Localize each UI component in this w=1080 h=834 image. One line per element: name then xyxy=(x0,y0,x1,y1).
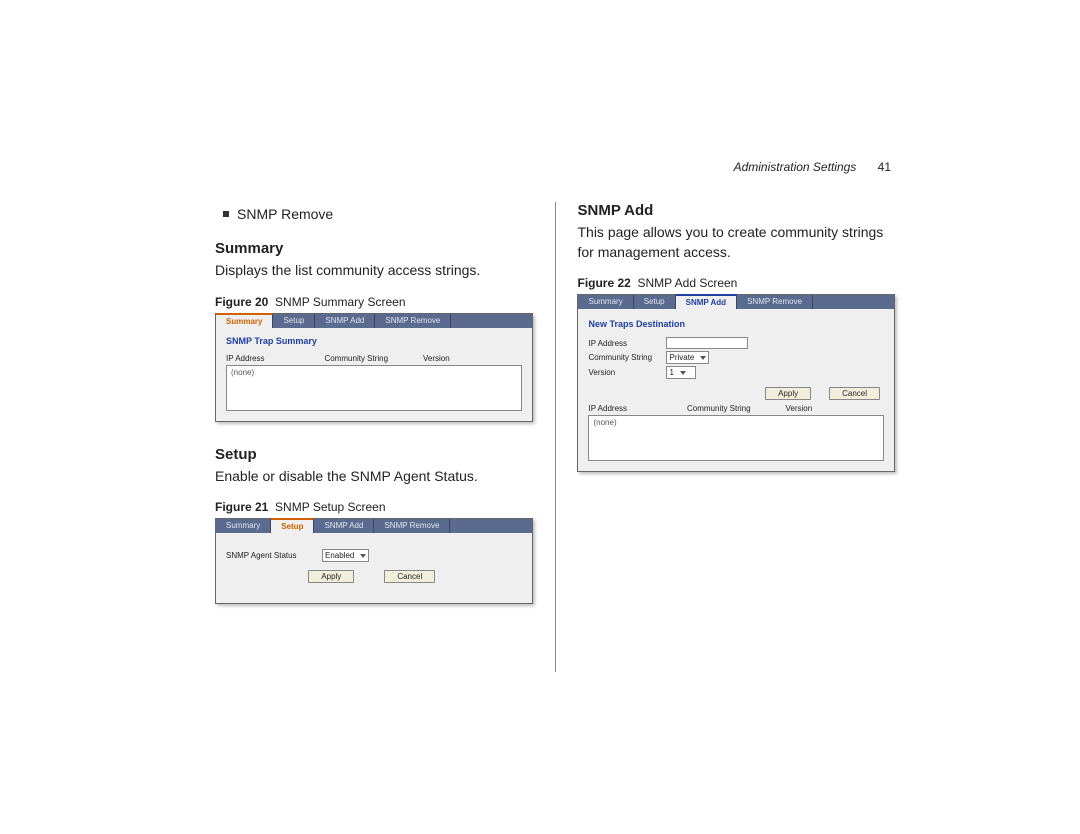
tab-setup[interactable]: Setup xyxy=(273,314,315,328)
cancel-button[interactable]: Cancel xyxy=(384,570,435,583)
tab-snmp-remove[interactable]: SNMP Remove xyxy=(737,295,813,309)
setup-text: Enable or disable the SNMP Agent Status. xyxy=(215,467,533,487)
agent-status-row: SNMP Agent Status Enabled xyxy=(226,549,522,562)
figure22-body: New Traps Destination IP Address Communi… xyxy=(578,309,894,471)
tab-snmp-add[interactable]: SNMP Add xyxy=(314,519,374,533)
community-string-row: Community String Private xyxy=(588,351,884,364)
document-page: Administration Settings 41 SNMP Remove S… xyxy=(215,160,895,672)
figure22-label: Figure 22 xyxy=(577,276,630,290)
figure21-label: Figure 21 xyxy=(215,500,268,514)
table-header: IP Address Community String Version xyxy=(226,354,522,363)
tab-snmp-add[interactable]: SNMP Add xyxy=(676,294,737,309)
right-column: SNMP Add This page allows you to create … xyxy=(563,202,895,672)
col-version: Version xyxy=(423,354,522,363)
tab-snmp-remove[interactable]: SNMP Remove xyxy=(375,314,451,328)
table-header: IP Address Community String Version xyxy=(588,404,884,413)
col-community: Community String xyxy=(687,404,786,413)
snmp-trap-summary-heading: SNMP Trap Summary xyxy=(226,336,522,346)
page-number: 41 xyxy=(878,160,891,174)
tab-bar: Summary Setup SNMP Add SNMP Remove xyxy=(216,519,532,533)
figure20-label: Figure 20 xyxy=(215,295,268,309)
col-version: Version xyxy=(785,404,884,413)
version-select[interactable]: 1 xyxy=(666,366,696,379)
button-row: Apply Cancel xyxy=(588,387,880,400)
community-string-value: Private xyxy=(669,353,694,362)
summary-listbox[interactable]: (none) xyxy=(226,365,522,411)
setup-heading: Setup xyxy=(215,446,533,463)
agent-status-label: SNMP Agent Status xyxy=(226,551,316,560)
apply-button[interactable]: Apply xyxy=(765,387,811,400)
new-traps-heading: New Traps Destination xyxy=(588,319,884,329)
header-title: Administration Settings xyxy=(734,160,857,174)
tab-summary[interactable]: Summary xyxy=(578,295,633,309)
summary-heading: Summary xyxy=(215,240,533,257)
two-column-layout: SNMP Remove Summary Displays the list co… xyxy=(215,202,895,672)
figure21-body: SNMP Agent Status Enabled Apply Cancel xyxy=(216,533,532,603)
tab-setup[interactable]: Setup xyxy=(271,518,314,533)
page-header: Administration Settings 41 xyxy=(215,160,895,174)
col-ip: IP Address xyxy=(588,404,687,413)
community-string-label: Community String xyxy=(588,353,660,362)
agent-status-value: Enabled xyxy=(325,551,354,560)
figure22-title: SNMP Add Screen xyxy=(638,276,738,290)
figure21-caption: Figure 21 SNMP Setup Screen xyxy=(215,500,533,514)
figure21-screenshot: Summary Setup SNMP Add SNMP Remove SNMP … xyxy=(215,518,533,604)
tab-snmp-add[interactable]: SNMP Add xyxy=(315,314,375,328)
figure22-caption: Figure 22 SNMP Add Screen xyxy=(577,276,895,290)
column-divider xyxy=(555,202,556,672)
ip-address-input[interactable] xyxy=(666,337,748,349)
bullet-text: SNMP Remove xyxy=(237,206,333,222)
tab-snmp-remove[interactable]: SNMP Remove xyxy=(374,519,450,533)
version-row: Version 1 xyxy=(588,366,884,379)
agent-status-select[interactable]: Enabled xyxy=(322,549,369,562)
button-row: Apply Cancel xyxy=(226,570,518,583)
left-column: SNMP Remove Summary Displays the list co… xyxy=(215,202,547,672)
col-ip: IP Address xyxy=(226,354,325,363)
figure20-title: SNMP Summary Screen xyxy=(275,295,405,309)
tab-summary[interactable]: Summary xyxy=(216,313,273,328)
apply-button[interactable]: Apply xyxy=(308,570,354,583)
figure20-caption: Figure 20 SNMP Summary Screen xyxy=(215,295,533,309)
chevron-down-icon xyxy=(360,554,366,558)
listbox-empty: (none) xyxy=(593,418,616,427)
figure20-screenshot: Summary Setup SNMP Add SNMP Remove SNMP … xyxy=(215,313,533,422)
snmp-add-text: This page allows you to create community… xyxy=(577,223,895,262)
bullet-icon xyxy=(223,211,229,217)
col-community: Community String xyxy=(325,354,424,363)
version-value: 1 xyxy=(669,368,673,377)
ip-address-row: IP Address xyxy=(588,337,884,349)
cancel-button[interactable]: Cancel xyxy=(829,387,880,400)
chevron-down-icon xyxy=(680,371,686,375)
summary-text: Displays the list community access strin… xyxy=(215,261,533,281)
add-listbox[interactable]: (none) xyxy=(588,415,884,461)
figure20-body: SNMP Trap Summary IP Address Community S… xyxy=(216,328,532,421)
bullet-item: SNMP Remove xyxy=(223,206,533,222)
version-label: Version xyxy=(588,368,660,377)
figure21-title: SNMP Setup Screen xyxy=(275,500,386,514)
listbox-empty: (none) xyxy=(231,368,254,377)
tab-bar: Summary Setup SNMP Add SNMP Remove xyxy=(216,314,532,328)
tab-setup[interactable]: Setup xyxy=(634,295,676,309)
tab-summary[interactable]: Summary xyxy=(216,519,271,533)
chevron-down-icon xyxy=(700,356,706,360)
figure22-screenshot: Summary Setup SNMP Add SNMP Remove New T… xyxy=(577,294,895,472)
snmp-add-heading: SNMP Add xyxy=(577,202,895,219)
ip-address-label: IP Address xyxy=(588,339,660,348)
community-string-select[interactable]: Private xyxy=(666,351,709,364)
tab-bar: Summary Setup SNMP Add SNMP Remove xyxy=(578,295,894,309)
